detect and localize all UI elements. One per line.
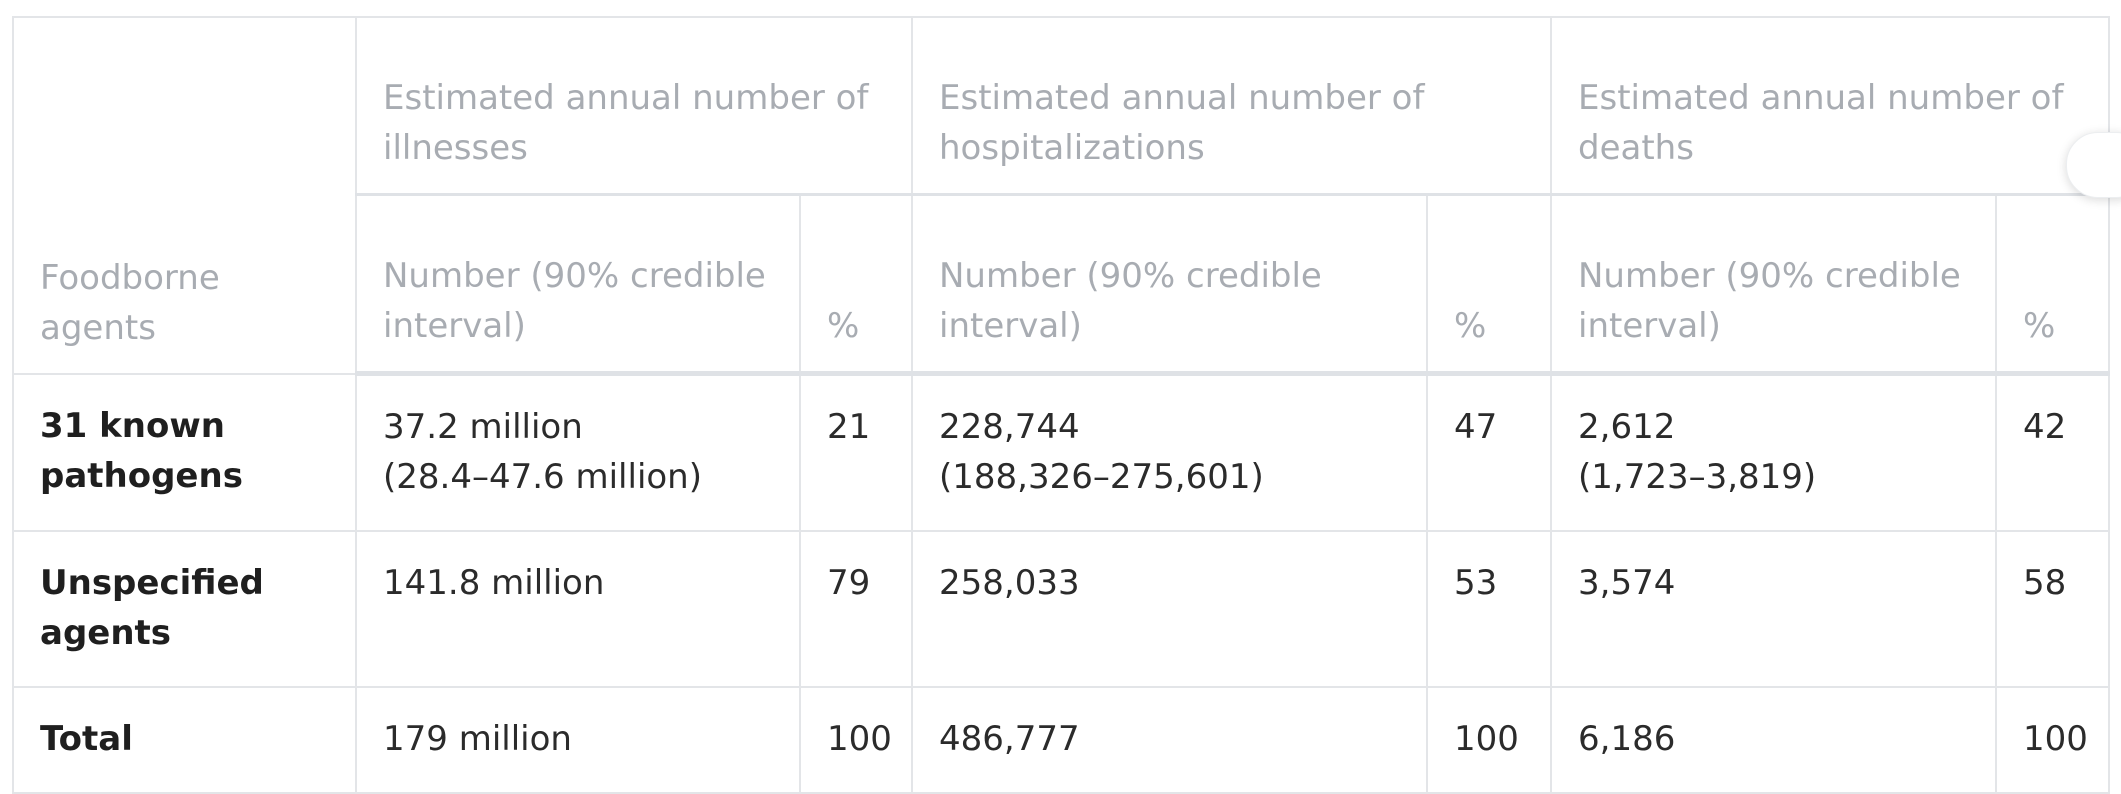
illnesses-pct: 79 [799, 530, 913, 688]
header-deaths-pct: % [1995, 193, 2110, 376]
illnesses-value: 179 million [355, 686, 801, 794]
foodborne-illness-table: Foodborne agents Estimated annual number… [12, 16, 2110, 794]
header-group-hospitalizations: Estimated annual number of hospitalizati… [911, 16, 1552, 196]
header-group-deaths: Estimated annual number of deaths [1550, 16, 2110, 196]
table-header: Foodborne agents Estimated annual number… [12, 16, 2110, 376]
hospitalizations-value: 486,777 [911, 686, 1428, 794]
header-group-illnesses: Estimated annual number of illnesses [355, 16, 913, 196]
deaths-value: 2,612 [1578, 407, 1676, 447]
row-agent-label: Total [12, 686, 357, 794]
header-illnesses-number: Number (90% credible interval) [355, 193, 801, 376]
deaths-value: 3,574 [1550, 530, 1997, 688]
header-illnesses-pct: % [799, 193, 913, 376]
hospitalizations-pct: 47 [1426, 372, 1552, 532]
table-row: 31 known pathogens 37.2 million (28.4–47… [12, 372, 2110, 532]
row-agent-label: Unspecified agents [12, 530, 357, 688]
hospitalizations-value: 258,033 [911, 530, 1428, 688]
table-container: Foodborne agents Estimated annual number… [12, 16, 2110, 794]
illnesses-value: 141.8 million [355, 530, 801, 688]
table-row: Total 179 million 100 486,777 100 6,186 … [12, 686, 2110, 794]
table-row: Unspecified agents 141.8 million 79 258,… [12, 530, 2110, 688]
deaths-pct: 100 [1995, 686, 2110, 794]
deaths-pct: 42 [1995, 372, 2110, 532]
hospitalizations-value: 228,744 [939, 407, 1080, 447]
deaths-cell: 2,612 (1,723–3,819) [1550, 372, 1997, 532]
deaths-pct: 58 [1995, 530, 2110, 688]
header-deaths-number: Number (90% credible interval) [1550, 193, 1997, 376]
illnesses-ci: (28.4–47.6 million) [383, 457, 702, 497]
illnesses-value: 37.2 million [383, 407, 583, 447]
horizontal-scroll-handle[interactable] [2066, 132, 2121, 198]
row-agent-label: 31 known pathogens [12, 372, 357, 532]
hospitalizations-cell: 228,744 (188,326–275,601) [911, 372, 1428, 532]
illnesses-pct: 100 [799, 686, 913, 794]
illnesses-pct: 21 [799, 372, 913, 532]
header-hospitalizations-pct: % [1426, 193, 1552, 376]
hospitalizations-pct: 100 [1426, 686, 1552, 794]
table-body: 31 known pathogens 37.2 million (28.4–47… [12, 372, 2110, 794]
illnesses-cell: 37.2 million (28.4–47.6 million) [355, 372, 801, 532]
header-hospitalizations-number: Number (90% credible interval) [911, 193, 1428, 376]
header-foodborne-agents: Foodborne agents [12, 16, 357, 375]
deaths-ci: (1,723–3,819) [1578, 457, 1817, 497]
hospitalizations-pct: 53 [1426, 530, 1552, 688]
deaths-value: 6,186 [1550, 686, 1997, 794]
hospitalizations-ci: (188,326–275,601) [939, 457, 1264, 497]
